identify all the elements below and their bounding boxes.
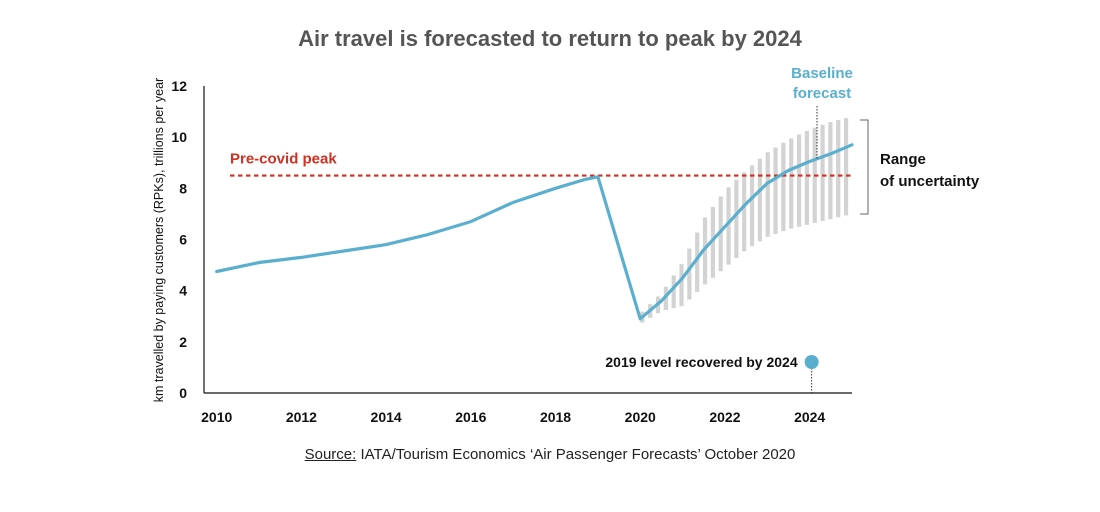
uncertainty-bracket: [860, 119, 869, 215]
baseline-forecast-label: Baseline: [791, 65, 853, 82]
recovery-label: 2019 level recovered by 2024: [605, 354, 797, 370]
y-tick-label: 2: [179, 334, 187, 350]
source-text: IATA/Tourism Economics ‘Air Passenger Fo…: [356, 446, 796, 463]
x-tick-label: 2012: [286, 409, 317, 425]
y-tick-label: 4: [179, 283, 187, 299]
uncertainty-label-line2: of uncertainty: [880, 173, 980, 190]
x-tick-label: 2010: [201, 409, 232, 425]
uncertainty-label: Range: [880, 151, 926, 168]
x-tick-label: 2018: [540, 409, 571, 425]
recovery-marker: [804, 355, 819, 369]
source-label: Source:: [304, 446, 357, 463]
y-tick-label: 10: [171, 129, 187, 145]
x-tick-label: 2024: [794, 409, 825, 425]
y-tick-label: 12: [171, 78, 187, 94]
y-tick-label: 6: [179, 232, 187, 248]
y-tick-label: 8: [179, 180, 187, 196]
baseline-forecast-label-line2: forecast: [793, 85, 851, 102]
y-tick-label: 0: [179, 385, 187, 401]
x-tick-label: 2014: [371, 409, 402, 425]
source-note: Source: IATA/Tourism Economics ‘Air Pass…: [0, 446, 1100, 463]
x-tick-label: 2016: [455, 409, 486, 425]
x-tick-label: 2022: [709, 409, 740, 425]
chart-title: Air travel is forecasted to return to pe…: [298, 26, 802, 51]
pre-covid-peak-label: Pre-covid peak: [230, 151, 337, 168]
x-tick-label: 2020: [625, 409, 656, 425]
baseline-forecast-line: [215, 143, 854, 321]
